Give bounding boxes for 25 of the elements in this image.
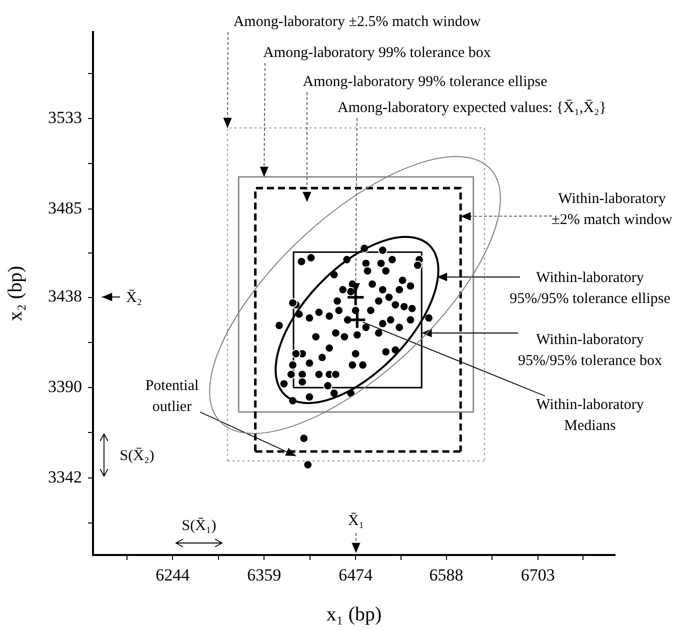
annotation: Among-laboratory ±2.5% match window bbox=[233, 14, 481, 30]
x-tick-label: 6359 bbox=[247, 566, 282, 585]
annotation: Within-laboratory Medians bbox=[536, 396, 644, 434]
annotation: Potential outlier bbox=[145, 378, 199, 415]
y-tick-label: 3390 bbox=[48, 377, 82, 396]
x-axis-title: x₁ (bp) bbox=[326, 603, 382, 626]
x-tick-label: 6474 bbox=[338, 566, 374, 585]
annotation: Among-laboratory 99% tolerance ellipse bbox=[302, 74, 548, 90]
y-tick-label: 3485 bbox=[48, 198, 82, 218]
annotation: Within-laboratory 95%/95% tolerance box bbox=[518, 332, 663, 369]
annotation: Among-laboratory 99% tolerance box bbox=[263, 44, 492, 61]
x-tick-label: 6588 bbox=[429, 566, 464, 585]
x-tick-label: 6244 bbox=[156, 566, 190, 585]
annotation: Within-laboratory ±2% match window bbox=[552, 190, 673, 228]
annotation: X̄₁ bbox=[348, 512, 364, 529]
x-tick-label: 6703 bbox=[520, 566, 555, 585]
y-axis-title: x₂ (bp) bbox=[4, 266, 26, 322]
annotation: X̄₂ bbox=[126, 289, 142, 306]
annotation: Among-laboratory expected values: {X̄₁,X̄₂} bbox=[338, 99, 606, 116]
annotation: S(X̄₂) bbox=[120, 447, 154, 464]
y-tick-label: 3342 bbox=[48, 467, 82, 486]
annotation: S(X̄₁) bbox=[182, 517, 216, 534]
y-tick-label: 3533 bbox=[48, 108, 82, 128]
y-tick-label: 3438 bbox=[48, 286, 82, 306]
annotation: Within-laboratory 95%/95% tolerance ellipse bbox=[510, 270, 671, 307]
